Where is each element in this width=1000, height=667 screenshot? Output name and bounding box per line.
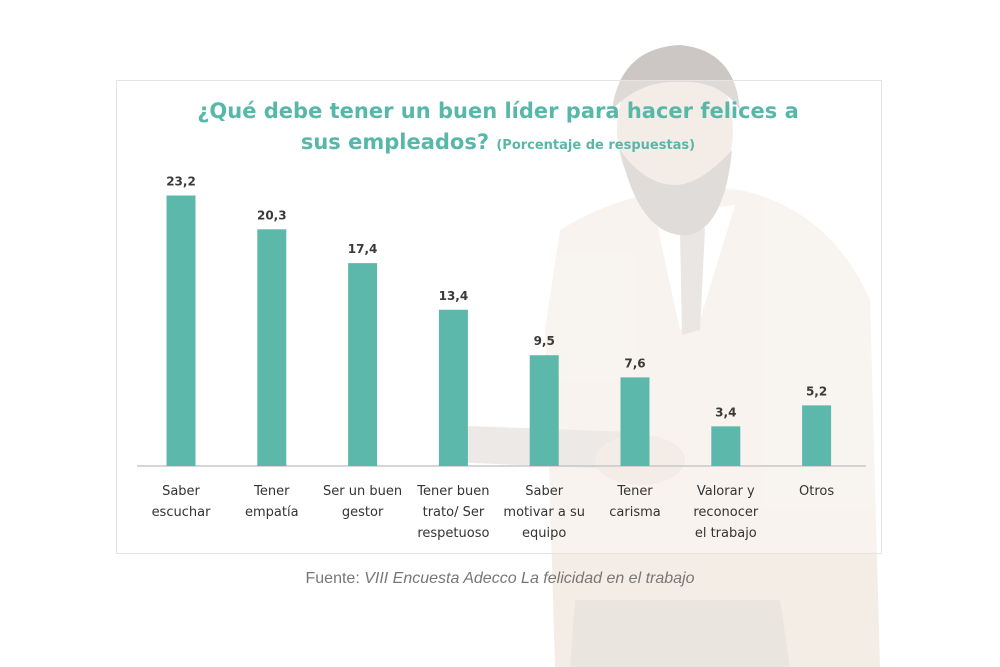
bar-3 (438, 309, 468, 466)
value-label-3: 13,4 (439, 289, 469, 303)
category-label-6-line-1: reconocer (693, 505, 758, 520)
category-label-6-line-2: el trabajo (695, 526, 757, 541)
category-label-1-line-1: empatía (245, 505, 299, 520)
chart-title-line1: ¿Qué debe tener un buen líder para hacer… (197, 99, 799, 123)
category-label-3-line-0: Tener buen (416, 484, 489, 499)
category-label-2-line-0: Ser un buen (323, 484, 402, 499)
chart-title-line2: sus empleados? (Porcentaje de respuestas… (116, 127, 880, 161)
value-label-7: 5,2 (806, 384, 827, 398)
value-label-6: 3,4 (715, 405, 736, 419)
bar-6 (711, 426, 741, 466)
source-prefix: Fuente: (305, 570, 360, 587)
category-labels-group: Saber escuchar Tener empatía Ser un buen gest… (152, 484, 835, 541)
chart-title-line2-text: sus empleados? (300, 130, 490, 154)
category-label-2-line-1: gestor (342, 505, 384, 520)
bar-5 (620, 377, 650, 466)
value-labels-group: 23,2 20,3 17,4 13,4 9,5 7,6 3,4 5,2 (166, 174, 827, 419)
photo-tie (680, 228, 705, 335)
chart-subtitle: (Porcentaje de respuestas) (496, 138, 696, 153)
bar-1 (257, 229, 287, 466)
category-label-3-line-1: trato/ Ser (423, 505, 485, 520)
chart-frame (116, 80, 882, 554)
category-label-7-line-0: Otros (799, 484, 834, 499)
photo-head (617, 52, 733, 208)
category-label-4-line-0: Saber (525, 484, 563, 499)
category-label-3-line-2: respetuoso (417, 526, 489, 541)
bar-4 (529, 355, 559, 466)
photo-trousers (570, 600, 790, 667)
category-label-0-line-0: Saber (162, 484, 200, 499)
source-note: Fuente: VIII Encuesta Adecco La felicida… (0, 570, 1000, 588)
category-label-6-line-0: Valorar y (697, 484, 755, 499)
photo-shirt (655, 205, 735, 330)
value-label-5: 7,6 (624, 356, 645, 370)
bar-7 (802, 405, 832, 466)
value-label-0: 23,2 (166, 174, 196, 188)
value-label-2: 17,4 (348, 242, 378, 256)
category-label-5-line-1: carisma (609, 505, 660, 520)
value-label-4: 9,5 (534, 334, 555, 348)
category-label-0-line-1: escuchar (152, 505, 212, 520)
bars-group (166, 195, 832, 466)
source-text: VIII Encuesta Adecco La felicidad en el … (364, 570, 695, 587)
photo-hair (612, 45, 740, 110)
category-label-5-line-0: Tener (616, 484, 653, 499)
category-label-1-line-0: Tener (253, 484, 290, 499)
value-label-1: 20,3 (257, 208, 287, 222)
bar-2 (348, 263, 378, 466)
category-label-4-line-2: equipo (522, 526, 566, 541)
category-label-4-line-1: motivar a su (503, 505, 585, 520)
chart-title: ¿Qué debe tener un buen líder para hacer… (116, 96, 880, 161)
bar-0 (166, 195, 196, 466)
photo-beard (620, 150, 732, 236)
